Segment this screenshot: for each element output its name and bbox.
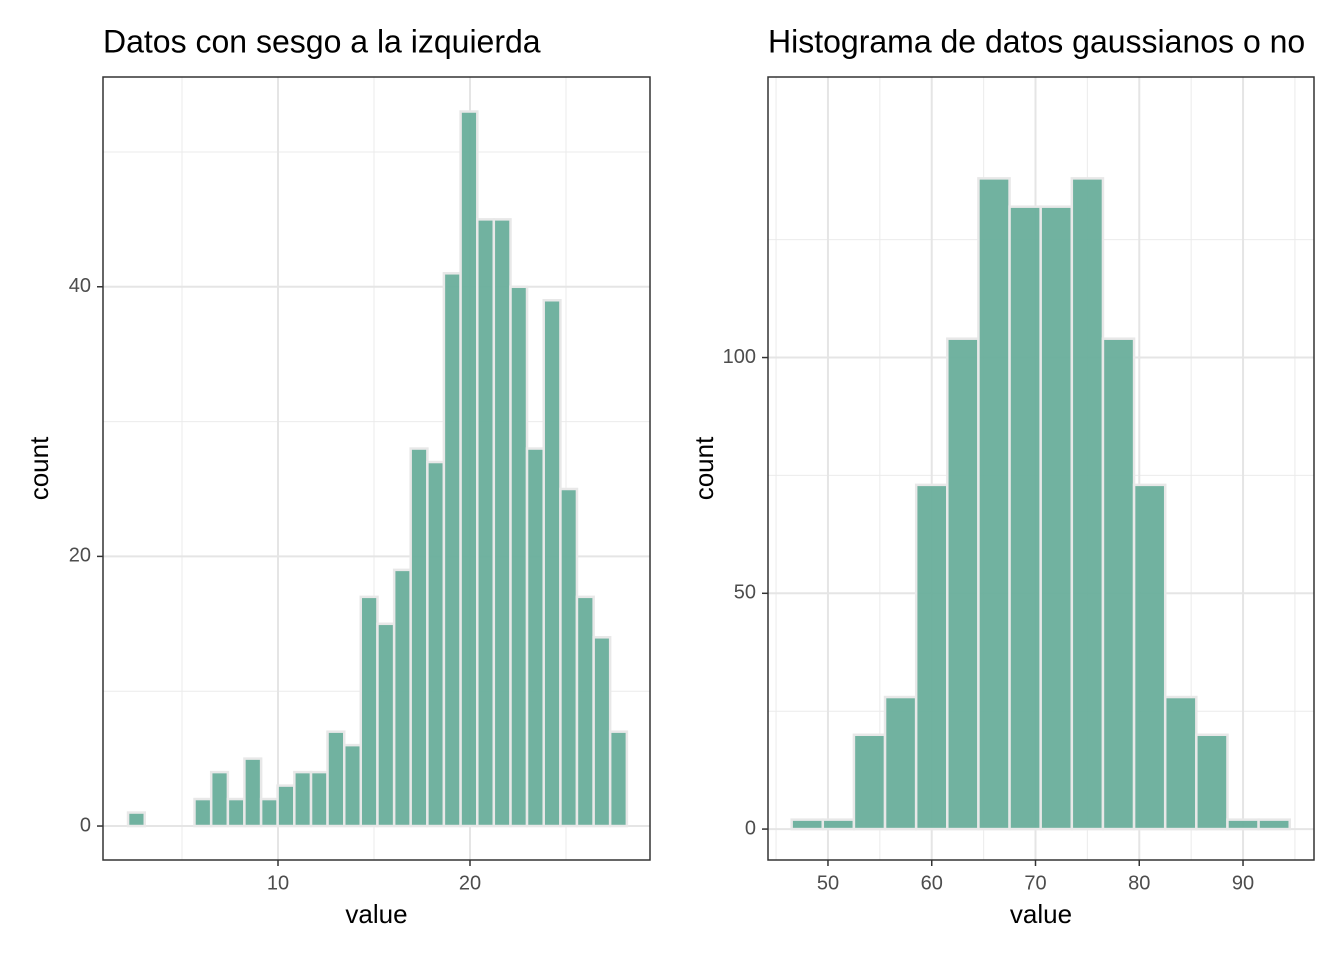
x-tick-label: 80: [1128, 872, 1150, 894]
bar: [492, 218, 512, 828]
bar: [1195, 733, 1229, 831]
y-tick-label: 40: [69, 275, 91, 297]
bar: [883, 695, 918, 831]
bar: [276, 784, 296, 828]
bar: [1226, 818, 1260, 831]
y-axis-title: count: [24, 436, 54, 500]
bar: [977, 177, 1011, 831]
bar: [852, 733, 887, 831]
bar: [376, 622, 396, 828]
bar: [259, 797, 279, 828]
bar: [442, 272, 462, 828]
plot-border: [102, 76, 651, 861]
chart-title: Histograma de datos gaussianos o no: [768, 23, 1305, 59]
y-axis-title: count: [689, 436, 719, 500]
bar: [226, 797, 246, 828]
y-tick-label: 0: [80, 814, 91, 836]
bar: [209, 770, 230, 828]
bar: [559, 487, 579, 828]
bar: [1132, 483, 1167, 831]
y-tick-label: 100: [723, 346, 756, 368]
bar: [309, 770, 329, 828]
bar: [542, 299, 562, 828]
bar: [392, 568, 412, 828]
plot-border: [767, 76, 1315, 861]
bar: [575, 595, 595, 828]
bar: [525, 447, 545, 828]
bar: [509, 285, 529, 828]
bar: [1039, 205, 1074, 831]
x-tick-label: 70: [1024, 872, 1046, 894]
bar: [342, 743, 363, 828]
bar: [326, 730, 346, 828]
x-axis-title: value: [1010, 899, 1072, 929]
bar: [1008, 205, 1042, 831]
bar: [243, 757, 263, 828]
bar: [459, 110, 479, 828]
y-tick-label: 50: [734, 582, 756, 604]
x-axis-title: value: [345, 899, 407, 929]
x-tick-label: 20: [459, 872, 481, 894]
y-tick-label: 0: [745, 817, 756, 839]
bar: [592, 636, 612, 828]
bar: [1070, 177, 1105, 831]
bar: [426, 460, 446, 828]
bar: [946, 337, 980, 831]
bar: [1257, 818, 1291, 831]
bar: [126, 811, 147, 828]
y-tick-label: 20: [69, 545, 91, 567]
bar: [409, 447, 429, 828]
x-tick-label: 90: [1232, 872, 1254, 894]
bar: [293, 770, 313, 828]
bar: [914, 483, 949, 831]
bar: [359, 595, 379, 828]
bar: [790, 818, 825, 831]
bar: [1163, 695, 1198, 831]
bar: [476, 218, 496, 828]
x-tick-label: 60: [921, 872, 943, 894]
bar: [193, 797, 213, 828]
x-tick-label: 10: [267, 872, 289, 894]
chart-title: Datos con sesgo a la izquierda: [103, 23, 541, 59]
bar: [608, 730, 629, 828]
bar: [1101, 337, 1136, 831]
x-tick-label: 50: [817, 872, 839, 894]
bar: [821, 818, 856, 831]
